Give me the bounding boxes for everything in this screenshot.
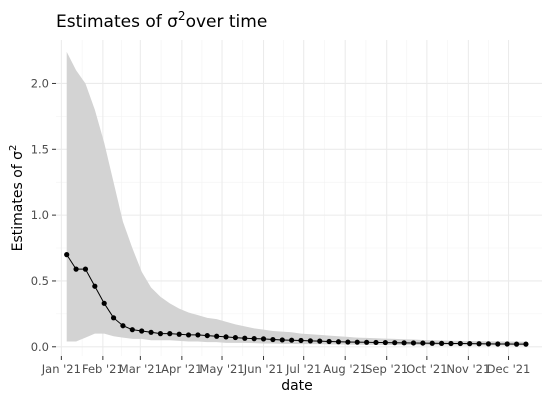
data-point	[139, 328, 145, 334]
data-point	[176, 331, 182, 337]
data-point	[335, 339, 342, 345]
data-point	[513, 341, 520, 347]
ribbon-layer	[66, 51, 526, 346]
data-point	[223, 334, 229, 340]
data-point	[167, 331, 173, 337]
chart-title: Estimates of σ2over time	[56, 9, 267, 32]
y-tick-label: 0.5	[31, 274, 49, 288]
data-point	[495, 341, 501, 347]
data-point	[373, 339, 379, 346]
confidence-band	[66, 51, 526, 346]
y-tick-label: 0.0	[31, 340, 49, 354]
data-point	[448, 340, 454, 347]
data-point	[204, 332, 210, 339]
data-point	[326, 338, 332, 345]
data-point	[110, 315, 117, 321]
data-point	[420, 340, 426, 346]
data-point	[251, 336, 257, 342]
x-tick-label: Nov '21	[446, 362, 490, 376]
data-point	[195, 332, 201, 338]
x-tick-label: Sep '21	[365, 362, 408, 376]
data-point	[279, 337, 285, 343]
y-axis-title: Estimates of σ2	[8, 145, 26, 252]
y-axis-title-symbol: σ	[10, 151, 26, 160]
data-point	[232, 334, 239, 341]
data-point	[476, 341, 482, 347]
data-point	[64, 252, 70, 258]
data-point	[485, 341, 492, 347]
y-tick-label: 2.0	[31, 76, 49, 90]
data-point	[392, 340, 398, 346]
data-point	[523, 341, 529, 347]
x-tick-label: Dec '21	[487, 362, 531, 376]
x-tick-label: Aug '21	[323, 362, 367, 376]
data-point	[157, 331, 164, 337]
x-tick-label: Jun '21	[243, 362, 283, 376]
y-tick-label: 1.0	[31, 208, 49, 222]
x-tick-label: Jul '21	[285, 362, 321, 376]
chart-title-sup: 2	[178, 9, 186, 23]
x-tick-label: Mar '21	[119, 362, 162, 376]
data-point	[457, 340, 463, 347]
data-point	[354, 339, 360, 345]
data-point	[101, 300, 107, 306]
chart-title-text: Estimates of	[56, 12, 167, 32]
data-point	[73, 266, 79, 272]
data-point	[120, 323, 126, 329]
data-point	[317, 338, 323, 344]
x-tick-label: Feb '21	[82, 362, 124, 376]
data-point	[345, 339, 351, 345]
y-tick-label: 1.5	[31, 142, 49, 156]
data-point	[364, 339, 370, 345]
data-point	[298, 337, 304, 344]
data-point	[92, 283, 98, 289]
x-axis-title: date	[281, 378, 313, 394]
x-tick-label: Apr '21	[161, 362, 202, 376]
y-axis: 0.0 0.5 1.0 1.5 2.0	[31, 76, 56, 354]
data-point	[401, 340, 407, 346]
y-axis-title-text: Estimates of	[10, 160, 26, 252]
chart-title-symbol: σ	[167, 12, 178, 32]
data-point	[148, 329, 154, 335]
data-point	[504, 341, 510, 347]
data-point	[82, 266, 89, 272]
x-tick-label: May '21	[199, 362, 244, 376]
data-point	[185, 332, 192, 338]
data-point	[289, 337, 295, 343]
data-point	[410, 340, 417, 346]
data-point	[429, 340, 435, 346]
x-tick-label: Jan '21	[41, 362, 81, 376]
data-point	[307, 338, 313, 344]
data-point	[214, 333, 220, 339]
data-point	[467, 341, 473, 347]
data-point	[270, 336, 276, 343]
data-point	[382, 339, 388, 346]
y-axis-title-sup: 2	[8, 145, 19, 151]
x-tick-label: Oct '21	[406, 362, 447, 376]
data-point	[242, 335, 248, 341]
data-point	[260, 336, 267, 342]
chart-title-suffix: over time	[186, 12, 268, 32]
data-point	[438, 340, 445, 346]
points-layer	[64, 252, 529, 347]
data-point	[129, 327, 135, 333]
